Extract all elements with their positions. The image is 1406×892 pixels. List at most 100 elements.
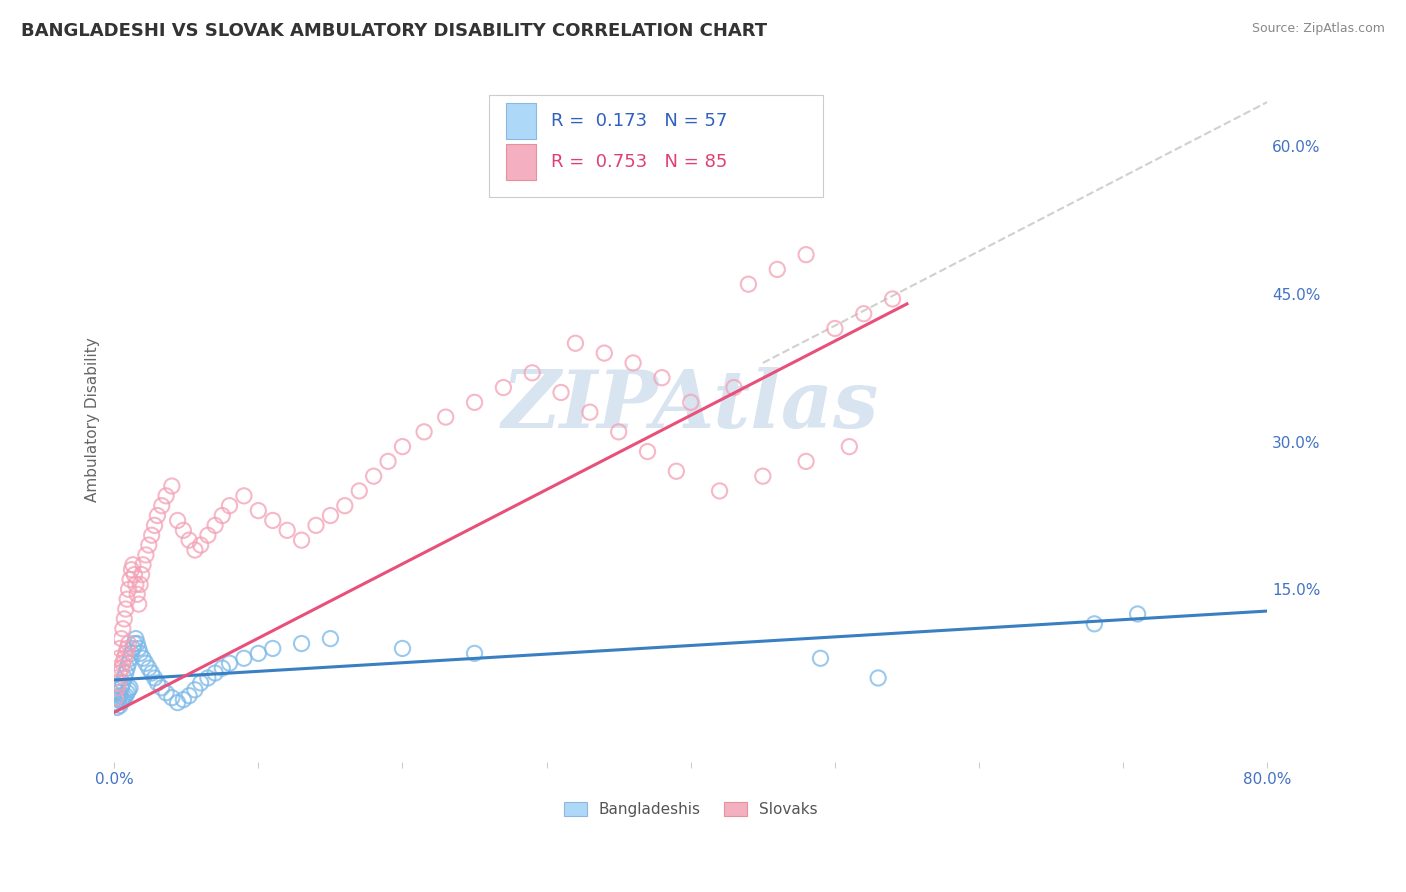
Point <box>305 518 328 533</box>
Point <box>112 651 135 665</box>
Point <box>166 513 188 527</box>
Point <box>124 636 146 650</box>
Point <box>377 454 399 468</box>
Legend: Bangladeshis, Slovaks: Bangladeshis, Slovaks <box>558 796 824 823</box>
Point <box>160 690 183 705</box>
Point <box>112 671 135 685</box>
Text: ZIPAtlas: ZIPAtlas <box>502 368 879 444</box>
Point <box>117 636 139 650</box>
Point <box>141 528 163 542</box>
Point <box>184 543 207 558</box>
Point <box>108 666 131 681</box>
Point <box>117 582 139 597</box>
Point <box>108 641 131 656</box>
Point <box>179 689 201 703</box>
Point <box>150 499 173 513</box>
Point <box>108 698 131 713</box>
Point <box>104 671 127 685</box>
Point <box>128 597 150 611</box>
Point <box>107 676 129 690</box>
Point <box>118 651 141 665</box>
Point <box>107 651 129 665</box>
Point <box>114 646 136 660</box>
Point <box>122 558 145 572</box>
Text: R =  0.173   N = 57: R = 0.173 N = 57 <box>551 112 728 130</box>
Point <box>127 636 149 650</box>
Point <box>333 499 356 513</box>
Point <box>190 538 212 552</box>
Point <box>118 573 141 587</box>
Point <box>247 646 270 660</box>
Point <box>492 380 515 394</box>
Point <box>593 346 616 360</box>
Point <box>112 612 135 626</box>
Point <box>319 632 342 646</box>
Point <box>117 657 139 671</box>
Point <box>107 686 129 700</box>
Text: Source: ZipAtlas.com: Source: ZipAtlas.com <box>1251 22 1385 36</box>
Point <box>211 661 233 675</box>
Point <box>522 366 544 380</box>
Point <box>121 646 143 660</box>
Point <box>665 464 688 478</box>
Point <box>838 440 860 454</box>
Point <box>104 696 127 710</box>
Point <box>550 385 572 400</box>
Point <box>737 277 759 292</box>
Point <box>1083 616 1105 631</box>
Point <box>107 692 129 706</box>
Point <box>111 676 134 690</box>
Point <box>709 483 731 498</box>
Point <box>621 356 644 370</box>
Point <box>131 567 153 582</box>
Point <box>110 632 132 646</box>
Point <box>723 380 745 394</box>
Point <box>138 661 160 675</box>
Point <box>852 307 875 321</box>
Point <box>115 661 138 675</box>
Point <box>105 690 128 705</box>
Point <box>349 483 371 498</box>
Point <box>290 533 312 548</box>
Point <box>218 499 240 513</box>
Point <box>434 410 457 425</box>
Text: BANGLADESHI VS SLOVAK AMBULATORY DISABILITY CORRELATION CHART: BANGLADESHI VS SLOVAK AMBULATORY DISABIL… <box>21 22 768 40</box>
Point <box>579 405 602 419</box>
Point <box>127 587 149 601</box>
Point <box>143 671 166 685</box>
Point <box>276 524 298 538</box>
Point <box>262 513 284 527</box>
Point <box>115 641 138 656</box>
Point <box>184 682 207 697</box>
Point <box>141 666 163 681</box>
Point <box>232 651 254 665</box>
Y-axis label: Ambulatory Disability: Ambulatory Disability <box>86 337 100 502</box>
Point <box>197 671 219 685</box>
Point <box>110 695 132 709</box>
Point <box>104 690 127 705</box>
Point <box>824 321 846 335</box>
Point <box>129 646 152 660</box>
Point <box>146 508 169 523</box>
Point <box>115 592 138 607</box>
Point <box>132 558 155 572</box>
Point <box>112 690 135 705</box>
Point <box>882 292 904 306</box>
Point <box>651 370 673 384</box>
Point <box>105 661 128 675</box>
Point <box>124 567 146 582</box>
FancyBboxPatch shape <box>506 145 536 180</box>
Point <box>766 262 789 277</box>
Point <box>363 469 385 483</box>
Point <box>218 657 240 671</box>
Point <box>143 518 166 533</box>
Point <box>105 681 128 695</box>
Point <box>110 681 132 695</box>
Point <box>204 666 226 681</box>
Point <box>125 632 148 646</box>
Point <box>232 489 254 503</box>
Point <box>391 440 413 454</box>
Point <box>607 425 630 439</box>
Point <box>172 692 194 706</box>
FancyBboxPatch shape <box>489 95 824 197</box>
